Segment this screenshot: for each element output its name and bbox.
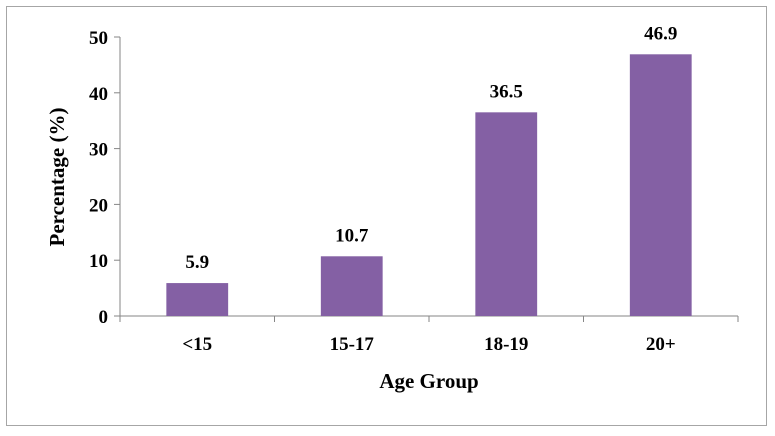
data-label: 10.7: [335, 225, 369, 246]
y-tick-label: 50: [89, 28, 108, 49]
x-tick-label: 18-19: [484, 334, 528, 355]
x-tick-label: <15: [182, 334, 212, 355]
y-tick-label: 30: [89, 140, 108, 161]
data-labels: 5.9 10.7 36.5 46.9: [185, 23, 677, 273]
x-axis: <15 15-17 18-19 20+: [119, 315, 739, 355]
x-tick-label: 15-17: [330, 334, 375, 355]
y-tick-label: 0: [99, 307, 109, 328]
bar: [629, 54, 692, 316]
bars: [166, 54, 692, 316]
y-axis-title: Percentage (%): [45, 108, 69, 247]
data-label: 36.5: [490, 81, 523, 102]
data-label: 46.9: [644, 23, 677, 44]
x-tick-label: 20+: [646, 334, 676, 355]
bar: [475, 112, 538, 316]
bar: [166, 283, 229, 316]
y-tick-label: 20: [89, 195, 108, 216]
y-tick-label: 10: [89, 251, 108, 272]
data-label: 5.9: [185, 252, 209, 273]
bar: [320, 256, 383, 316]
y-axis: 0 10 20 30 40 50: [89, 28, 121, 328]
x-axis-title: Age Group: [379, 369, 478, 393]
y-tick-label: 40: [89, 84, 108, 105]
